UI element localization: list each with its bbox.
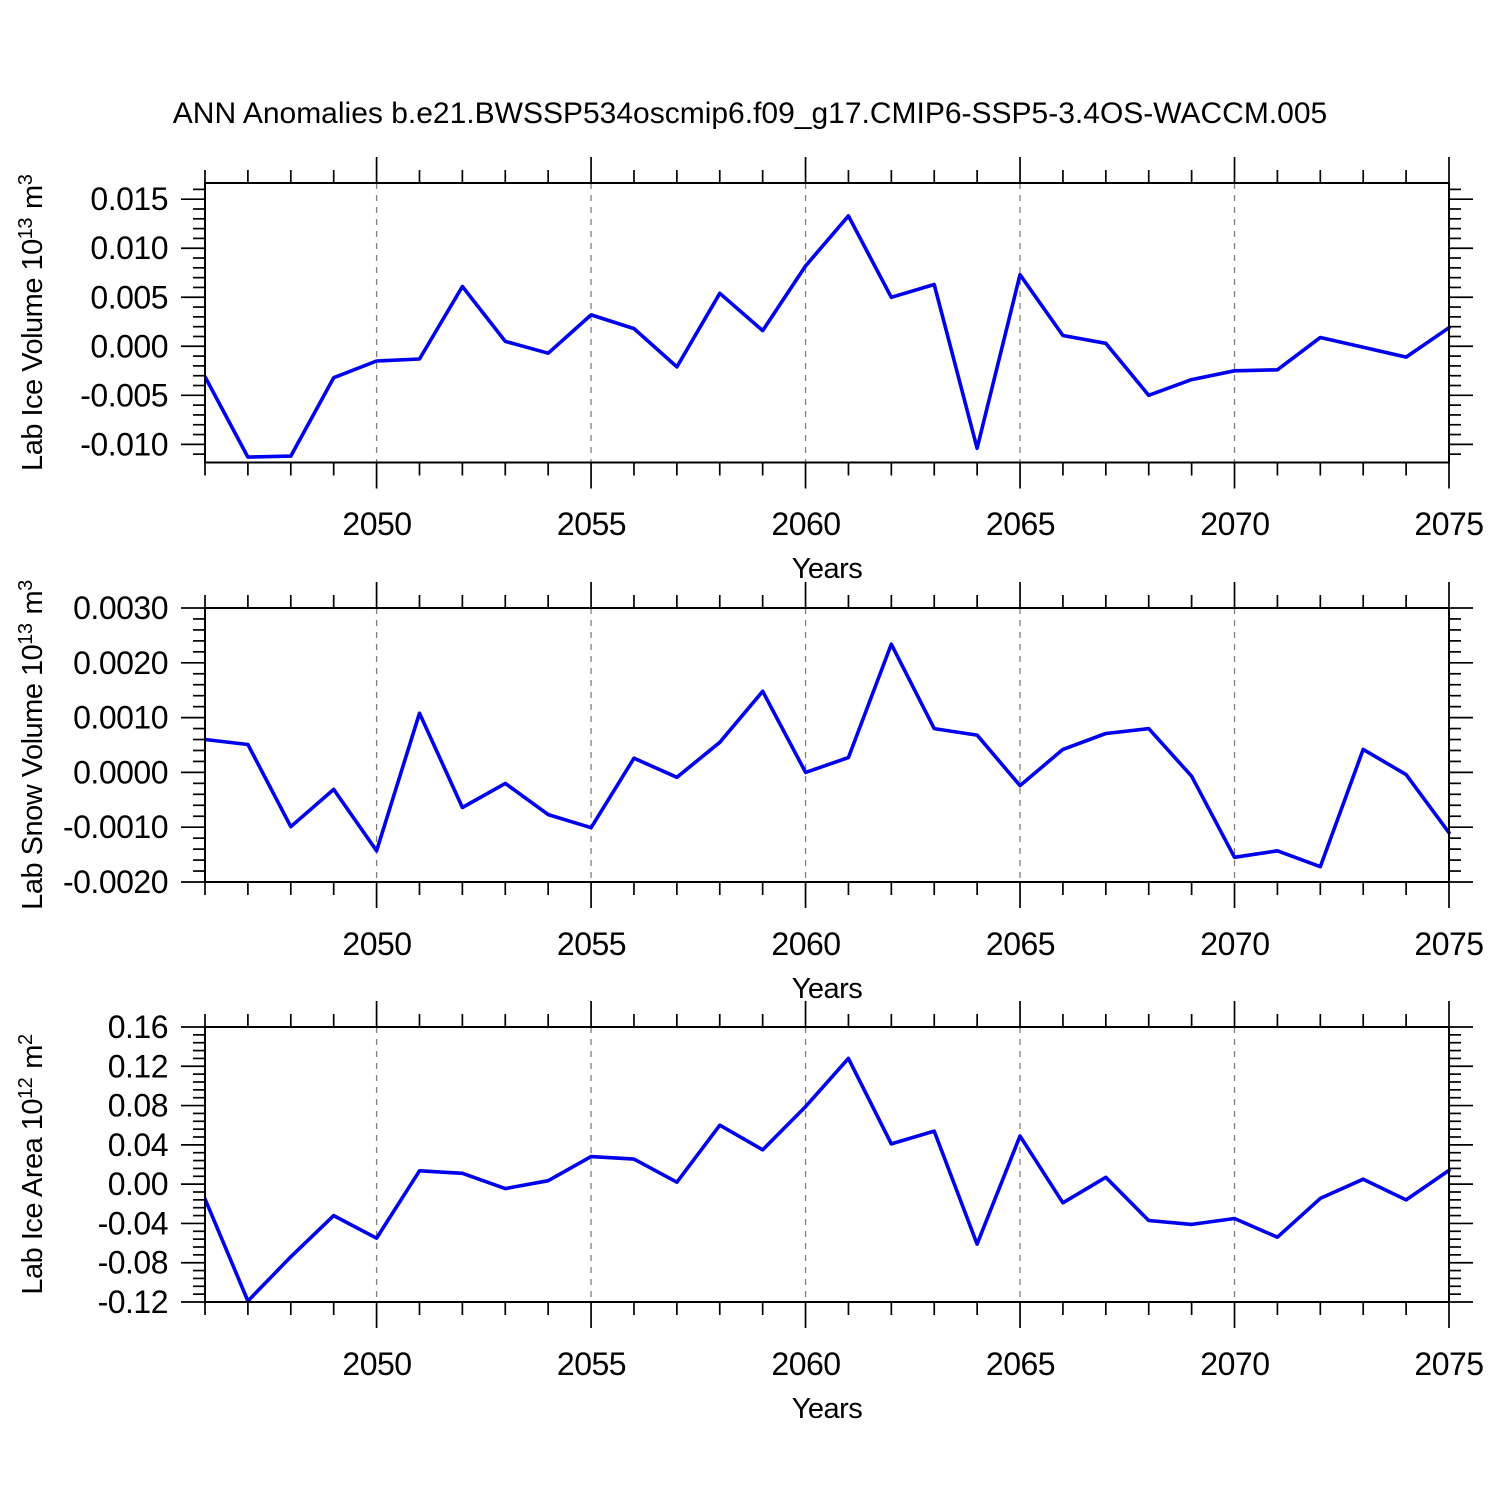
data-line [204,1056,1451,1303]
y-tick-label: -0.0020 [63,864,168,900]
x-tick-label: 2050 [342,926,411,962]
plot-frame [204,607,1450,883]
x-tick-label: 2055 [557,1346,626,1382]
y-axis-title: Lab Ice Volume 1013m3 [15,174,49,471]
y-tick-label: 0.12 [108,1048,168,1084]
x-axis-title: Years [792,1393,863,1425]
x-tick-label: 2050 [342,506,411,542]
y-tick-label: 0.00 [108,1166,168,1202]
y-tick-label: -0.0010 [63,809,168,845]
x-axis-title: Years [792,973,863,1005]
plot-area-lab-ice-volume [181,157,1473,489]
y-tick-label: 0.16 [108,1009,168,1045]
y-tick-label: 0.0010 [73,700,168,736]
plot-area-lab-snow-volume [181,582,1473,908]
y-tick-label: -0.010 [80,426,168,462]
x-tick-label: 2065 [986,506,1055,542]
x-tick-label: 2075 [1414,926,1483,962]
y-tick-label: 0.0030 [73,590,168,626]
x-tick-label: 2070 [1200,1346,1269,1382]
x-tick-label: 2065 [986,1346,1055,1382]
y-tick-label: 0.005 [90,279,168,315]
x-axis-title: Years [792,553,863,585]
y-tick-label: -0.08 [98,1245,168,1281]
y-tick-label: -0.12 [98,1284,168,1320]
y-tick-label: 0.08 [108,1088,168,1124]
x-tick-label: 2070 [1200,926,1269,962]
y-tick-label: 0.010 [90,230,168,266]
chart-lab-ice-area: 0.16 0.12 0.08 0.04 0.00 -0.04 -0.08 -0.… [15,1001,1484,1425]
plot-area-lab-ice-area [181,1001,1473,1328]
figure-title: ANN Anomalies b.e21.BWSSP534oscmip6.f09_… [173,97,1327,130]
x-tick-label: 2060 [771,1346,840,1382]
x-tick-label: 2055 [557,506,626,542]
plot-frame [204,1026,1450,1303]
y-axis-title: Lab Ice Area 1012m2 [15,1034,49,1295]
x-tick-label: 2060 [771,506,840,542]
data-line [204,214,1451,459]
chart-lab-snow-volume: 0.0030 0.0020 0.0010 0.0000 -0.0010 -0.0… [15,580,1484,1005]
y-tick-label: 0.0020 [73,645,168,681]
data-line [204,642,1451,869]
y-tick-label: 0.0000 [73,754,168,790]
x-tick-label: 2070 [1200,506,1269,542]
y-tick-label: 0.000 [90,328,168,364]
x-tick-label: 2065 [986,926,1055,962]
y-tick-label: 0.04 [108,1127,168,1163]
x-tick-label: 2060 [771,926,840,962]
plot-frame [204,182,1450,464]
y-tick-label: -0.04 [98,1205,168,1241]
x-tick-label: 2075 [1414,506,1483,542]
y-tick-label: -0.005 [80,377,168,413]
x-tick-label: 2075 [1414,1346,1483,1382]
y-axis-title: Lab Snow Volume 1013m3 [15,580,49,910]
x-tick-label: 2055 [557,926,626,962]
x-tick-label: 2050 [342,1346,411,1382]
chart-lab-ice-volume: 0.015 0.010 0.005 0.000 -0.005 -0.010 20… [15,157,1484,585]
y-tick-label: 0.015 [90,181,168,217]
